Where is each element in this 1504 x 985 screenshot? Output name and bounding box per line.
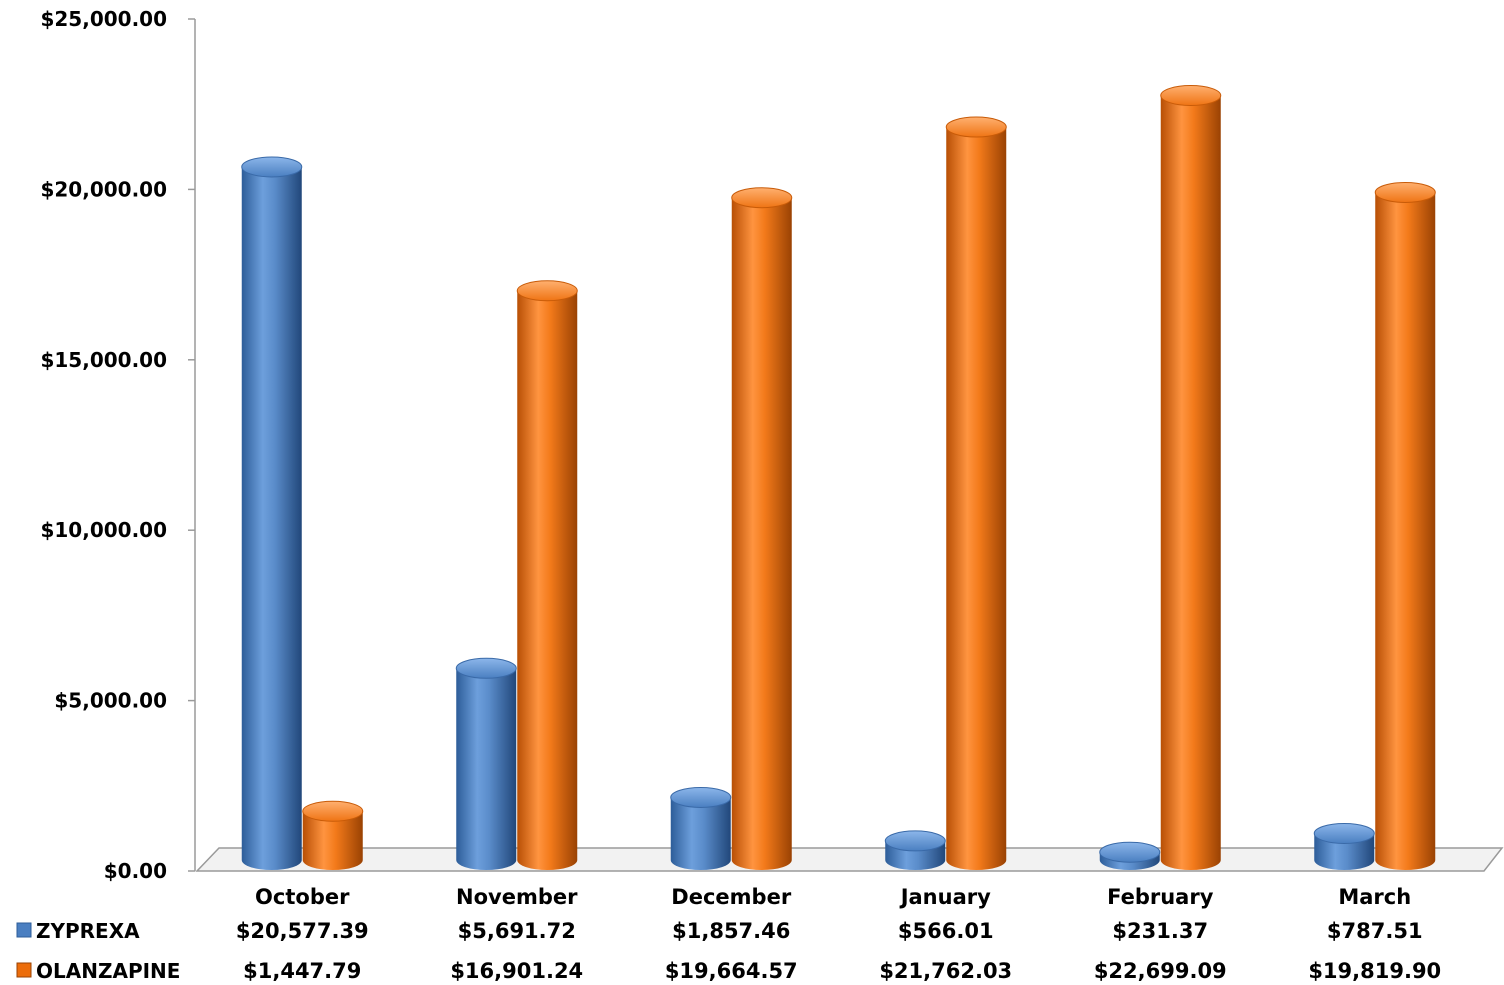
bar-zyprexa-march xyxy=(1313,822,1375,870)
bar-olanzapine-october xyxy=(302,800,364,870)
chart-floor xyxy=(195,847,1504,872)
data-table-value: $16,901.24 xyxy=(450,959,583,983)
bar-zyprexa-december xyxy=(670,786,732,870)
bar-zyprexa-february xyxy=(1099,841,1161,870)
y-tick-label: $0.00 xyxy=(104,859,167,883)
y-tick-label: $5,000.00 xyxy=(54,689,167,713)
data-table-value: $20,577.39 xyxy=(236,919,369,943)
legend-label: ZYPREXA xyxy=(36,919,140,943)
data-table-value: $19,664.57 xyxy=(665,959,798,983)
data-table-value: $22,699.09 xyxy=(1094,959,1227,983)
y-tick-label: $10,000.00 xyxy=(40,518,167,542)
x-category-label: December xyxy=(671,885,792,909)
data-table-value: $1,447.79 xyxy=(243,959,361,983)
x-category-label: February xyxy=(1107,885,1214,909)
bar-zyprexa-october xyxy=(241,156,303,871)
x-category-label: October xyxy=(255,885,350,909)
y-tick-label: $15,000.00 xyxy=(40,348,167,372)
legend-swatch xyxy=(16,962,32,978)
y-tick-label: $20,000.00 xyxy=(40,177,167,201)
legend-label: OLANZAPINE xyxy=(36,959,180,983)
data-table-value: $787.51 xyxy=(1327,919,1423,943)
y-tick-label: $25,000.00 xyxy=(40,7,167,31)
bar-zyprexa-november xyxy=(455,657,517,870)
x-category-label: March xyxy=(1338,885,1411,909)
data-table-value: $231.37 xyxy=(1112,919,1208,943)
bar-olanzapine-february xyxy=(1160,84,1222,871)
legend-swatch xyxy=(16,922,32,938)
data-table-value: $21,762.03 xyxy=(879,959,1012,983)
bar-olanzapine-january xyxy=(945,116,1007,871)
x-category-label: November xyxy=(456,885,578,909)
bar-olanzapine-march xyxy=(1374,181,1436,871)
bar-olanzapine-november xyxy=(516,280,578,870)
x-category-label: January xyxy=(899,885,991,909)
data-table-value: $5,691.72 xyxy=(458,919,576,943)
data-table-value: $1,857.46 xyxy=(672,919,790,943)
bar-zyprexa-january xyxy=(884,830,946,870)
bar-olanzapine-december xyxy=(731,187,793,871)
data-table-value: $566.01 xyxy=(898,919,994,943)
data-table-value: $19,819.90 xyxy=(1308,959,1441,983)
